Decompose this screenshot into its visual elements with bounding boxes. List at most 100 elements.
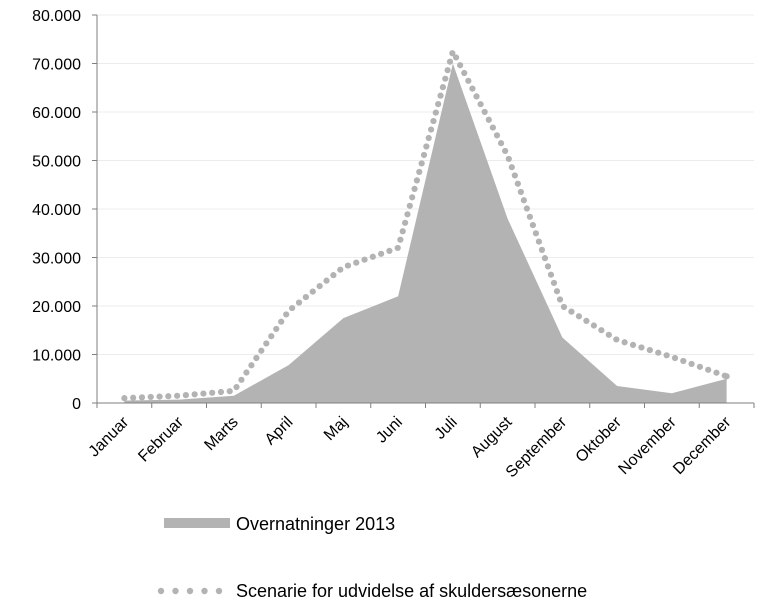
x-tick-label: December xyxy=(670,413,735,478)
x-tick-label: August xyxy=(468,413,516,461)
scenarie-dot xyxy=(489,124,496,131)
scenarie-dot xyxy=(505,155,512,163)
scenarie-dot xyxy=(378,250,385,257)
y-tick-label: 80.000 xyxy=(32,8,81,25)
scenarie-dot xyxy=(200,390,207,397)
scenarie-dot xyxy=(263,340,270,347)
scenarie-dot xyxy=(406,202,413,209)
scenarie-dot xyxy=(655,349,662,356)
scenarie-dot xyxy=(130,394,137,401)
scenarie-dot xyxy=(583,317,590,324)
scenarie-dot xyxy=(502,147,509,155)
scenarie-dot xyxy=(418,160,425,167)
x-tick-label: Marts xyxy=(201,414,241,454)
scenarie-dot xyxy=(273,325,280,333)
scenarie-dot xyxy=(457,62,464,69)
scenarie-dot xyxy=(493,132,501,139)
scenarie-dot xyxy=(248,362,255,369)
scenarie-dot xyxy=(330,272,337,279)
scenarie-dot xyxy=(477,101,484,108)
scenarie-dot xyxy=(394,244,401,252)
scenarie-dot xyxy=(688,360,695,368)
y-tick-label: 60.000 xyxy=(32,105,81,122)
legend-swatch-dot xyxy=(215,587,223,595)
scenarie-dot xyxy=(556,296,564,303)
scenarie-dot xyxy=(544,263,552,270)
scenarie-dot xyxy=(705,366,712,373)
scenarie-dot xyxy=(680,357,687,365)
scenarie-dot xyxy=(316,283,323,290)
scenarie-dot xyxy=(423,143,430,150)
scenarie-dot xyxy=(399,228,406,235)
scenarie-dot xyxy=(605,331,612,338)
y-tick-label: 40.000 xyxy=(32,202,81,219)
scenarie-dot xyxy=(575,313,583,320)
y-tick-label: 10.000 xyxy=(32,348,81,365)
scenarie-dot xyxy=(217,388,225,396)
scenarie-dot xyxy=(416,168,423,176)
scenarie-dot xyxy=(560,303,568,311)
scenarie-dot xyxy=(420,151,428,159)
scenarie-dot xyxy=(289,304,296,312)
scenarie-dot xyxy=(409,194,416,201)
scenarie-dot xyxy=(629,341,637,348)
scenarie-dot xyxy=(353,259,360,266)
scenarie-dot xyxy=(258,347,265,354)
dotted-series-layer xyxy=(121,50,730,402)
scenarie-dot xyxy=(541,255,549,262)
scenarie-dot xyxy=(121,395,128,402)
scenarie-dot xyxy=(253,354,260,362)
x-axis-ticks: Januar Februar Marts April Maj Juni Juli August… xyxy=(86,403,755,481)
scenarie-dot xyxy=(344,262,352,269)
scenarie-dot xyxy=(138,394,146,401)
legend-swatch-dot xyxy=(186,587,194,595)
scenarie-dot xyxy=(514,180,521,187)
x-tick-label: Maj xyxy=(321,414,351,444)
legend-swatch-dot xyxy=(201,587,208,595)
scenarie-dot xyxy=(481,108,488,116)
scenarie-dot xyxy=(430,117,437,125)
scenarie-dot xyxy=(461,69,468,77)
scenarie-dot xyxy=(568,308,575,315)
scenarie-dot xyxy=(553,288,561,295)
x-tick-label: Januar xyxy=(86,413,133,460)
scenarie-dot xyxy=(238,376,245,383)
scenarie-dot xyxy=(485,116,492,123)
scenarie-dot xyxy=(323,277,330,284)
scenarie-dot xyxy=(439,84,447,91)
scenarie-dot xyxy=(156,393,163,400)
y-tick-label: 0 xyxy=(72,396,81,413)
y-axis-ticks: 0 10.000 20.000 30.000 40.000 50.000 60.000 70.… xyxy=(32,8,97,413)
legend-label-dotted: Scenarie for udvidelse af skuldersæsoner… xyxy=(236,581,587,601)
scenarie-dot xyxy=(497,140,505,147)
scenarie-dot xyxy=(621,339,628,346)
y-tick-label: 20.000 xyxy=(32,299,81,316)
scenarie-dot xyxy=(147,393,154,401)
scenarie-dot xyxy=(529,221,537,229)
area-series-overnatninger-2013 xyxy=(124,63,727,403)
scenarie-dot xyxy=(444,67,451,74)
legend-swatch-dot xyxy=(172,587,179,595)
scenarie-dot xyxy=(432,109,439,116)
scenarie-dot xyxy=(165,393,172,400)
scenarie-dot xyxy=(671,354,679,362)
scenarie-dot xyxy=(473,93,480,100)
legend-label-area: Overnatninger 2013 xyxy=(236,514,395,534)
scenarie-dot xyxy=(449,50,456,57)
x-tick-label: April xyxy=(262,414,297,449)
scenarie-dot xyxy=(283,311,290,318)
scenarie-dot xyxy=(337,266,344,273)
scenarie-dot xyxy=(361,256,368,263)
scenarie-dot xyxy=(386,247,393,254)
scenarie-dot xyxy=(442,75,449,82)
scenarie-dot xyxy=(469,85,476,92)
scenarie-dot xyxy=(427,126,435,133)
scenarie-dot xyxy=(523,205,530,212)
legend-swatch-area xyxy=(164,518,230,528)
scenarie-dot xyxy=(646,346,653,354)
scenarie-dot xyxy=(268,333,275,340)
scenarie-dot xyxy=(696,363,703,370)
x-tick-label: Juni xyxy=(373,414,406,447)
scenarie-dot xyxy=(517,188,524,196)
scenarie-dot xyxy=(425,134,432,142)
